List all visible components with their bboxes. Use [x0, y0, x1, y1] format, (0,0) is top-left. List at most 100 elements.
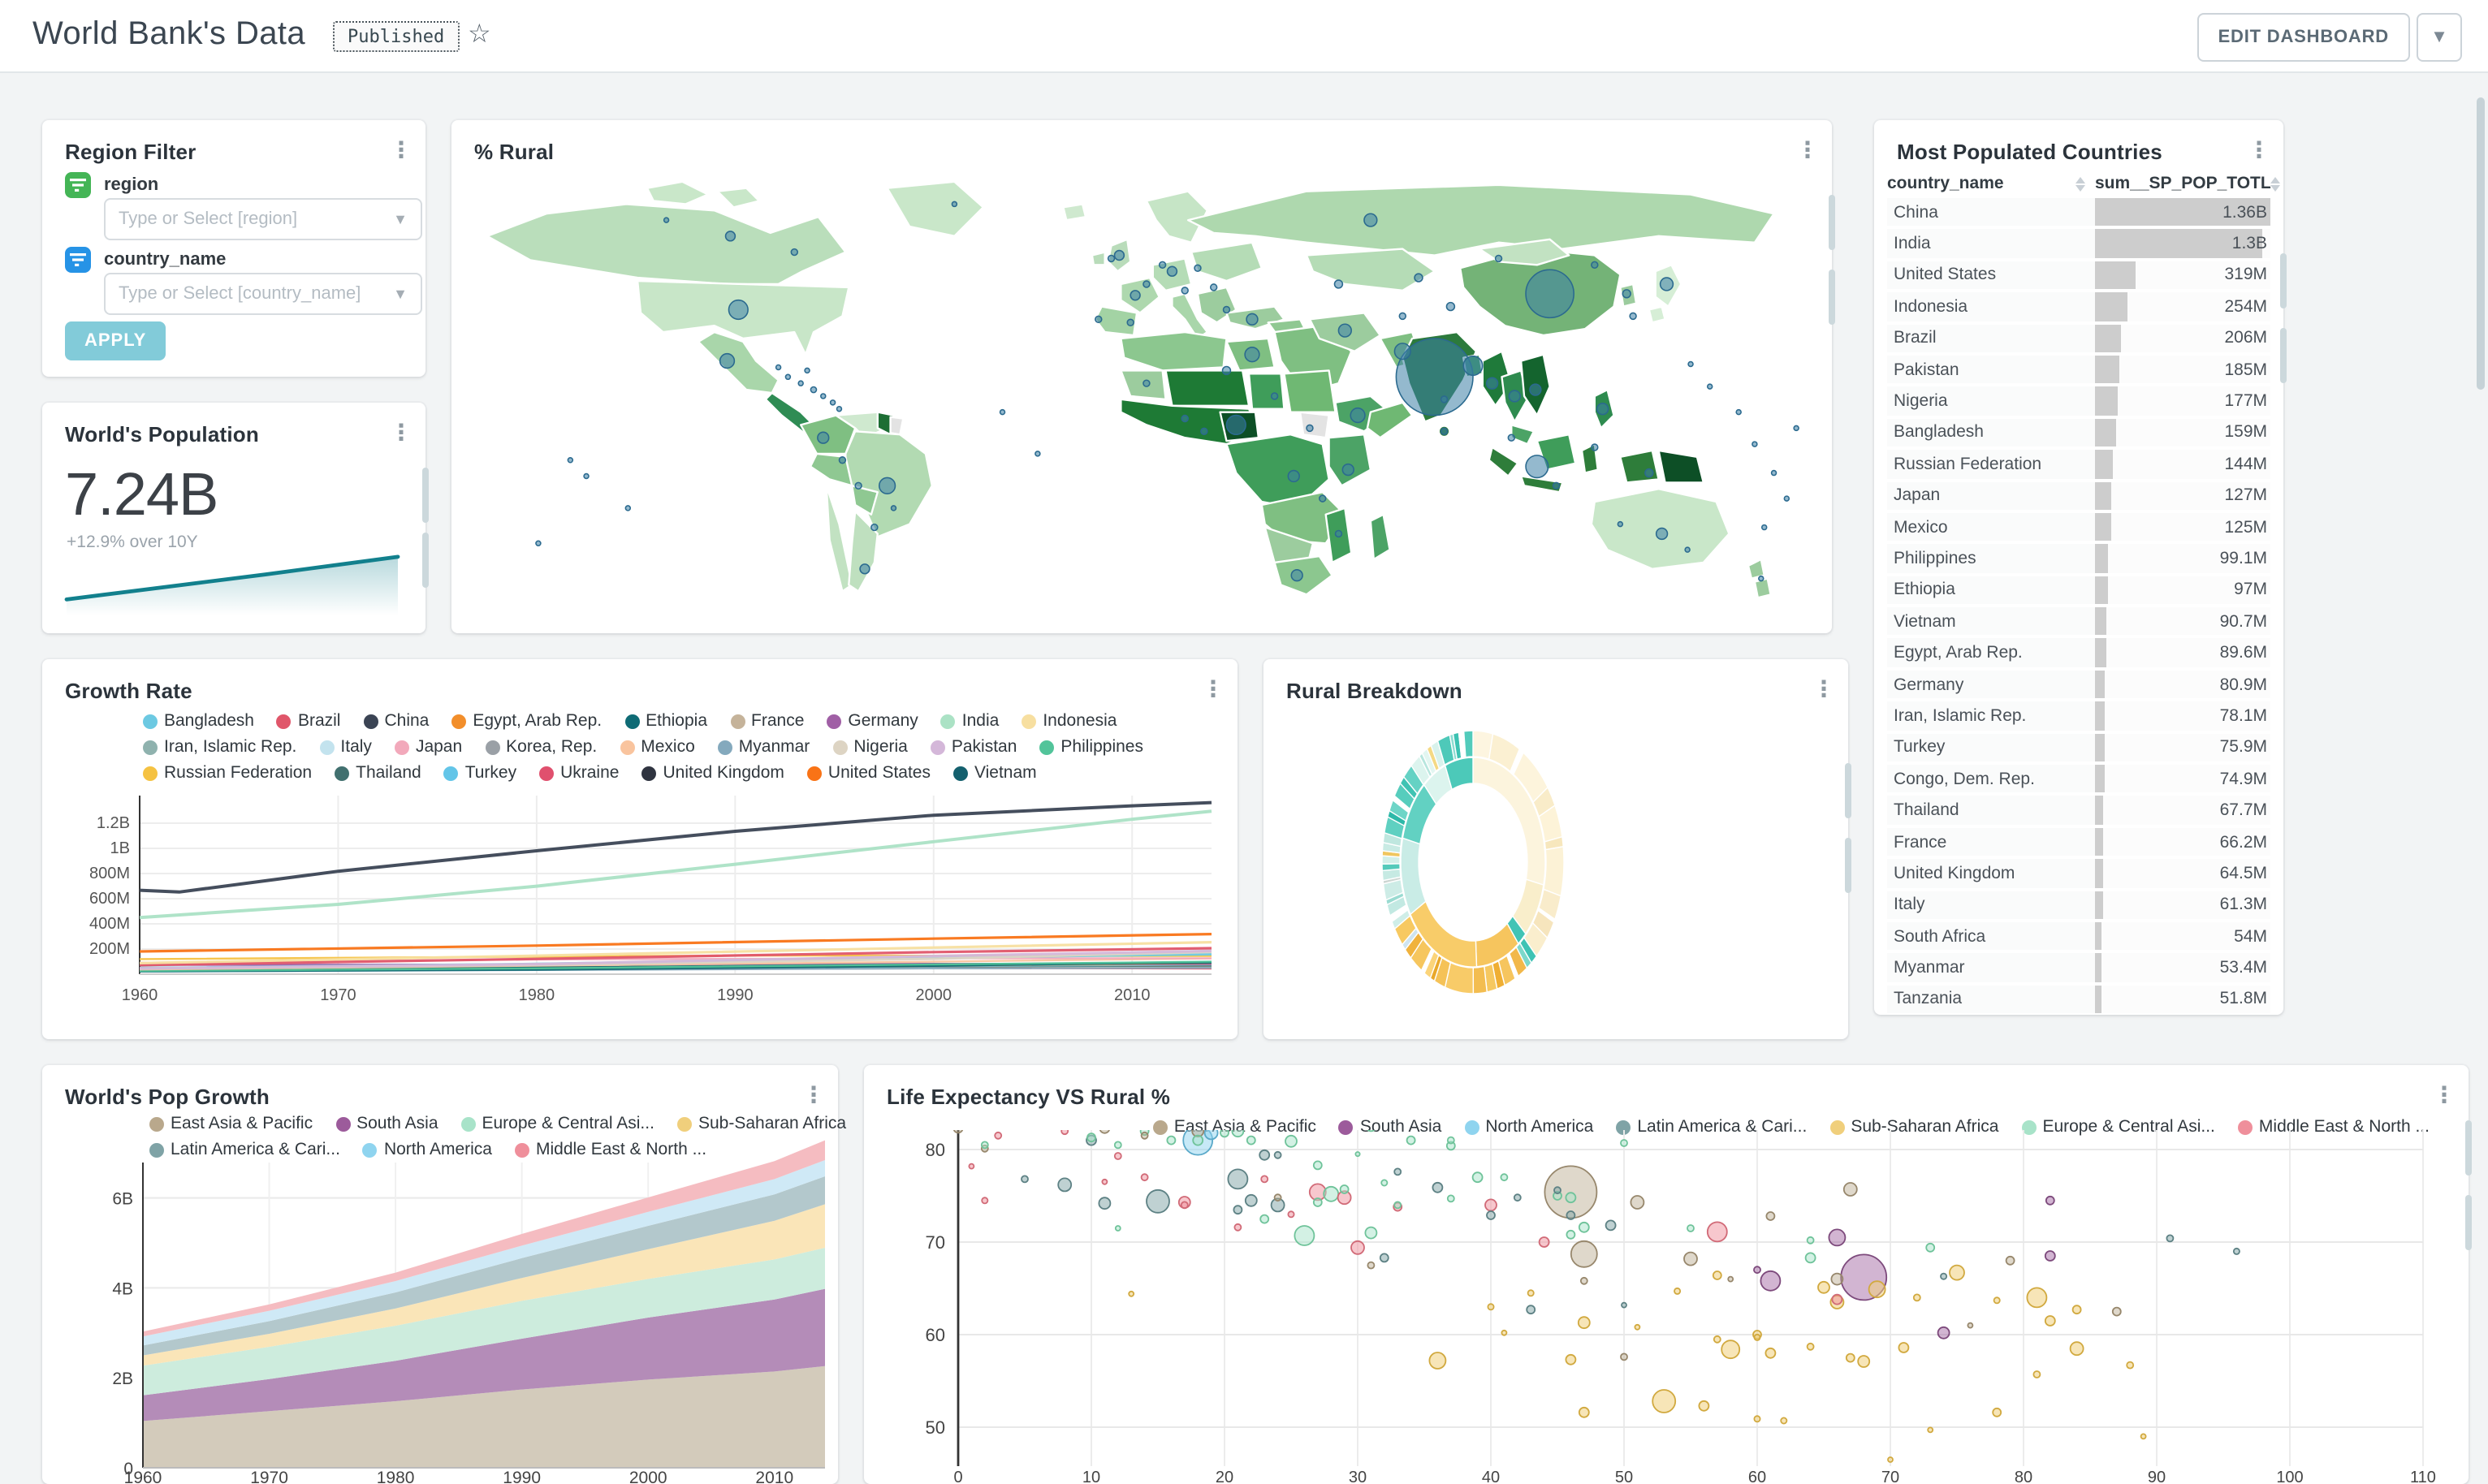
legend-item[interactable]: South Asia — [1338, 1117, 1441, 1137]
legend-item[interactable]: Japan — [394, 737, 462, 757]
published-badge[interactable]: Published — [333, 21, 460, 52]
table-row: Philippines 99.1M — [1887, 544, 2270, 573]
legend-item[interactable]: Latin America & Cari... — [149, 1140, 340, 1159]
table-row: Brazil 206M — [1887, 324, 2270, 352]
legend-item[interactable]: Middle East & North ... — [2237, 1117, 2430, 1137]
legend-item[interactable]: Europe & Central Asi... — [2021, 1117, 2215, 1137]
legend-item[interactable]: Middle East & North ... — [515, 1140, 706, 1159]
column-header-population[interactable]: sum__SP_POP_TOTL — [2095, 169, 2281, 198]
favorite-star-icon[interactable]: ☆ — [468, 21, 491, 49]
resize-handle[interactable] — [1829, 195, 1835, 250]
table-row: Egypt, Arab Rep. 89.6M — [1887, 638, 2270, 667]
kebab-menu-icon[interactable]: ⋮ — [2433, 1081, 2456, 1107]
legend-item[interactable]: Europe & Central Asi... — [460, 1114, 654, 1133]
legend-item[interactable]: India — [940, 711, 999, 731]
legend-item[interactable]: Russian Federation — [143, 763, 312, 783]
svg-text:60: 60 — [1748, 1469, 1766, 1484]
sort-icon[interactable] — [2075, 176, 2085, 191]
legend-item[interactable]: Ukraine — [539, 763, 619, 783]
legend-item[interactable]: Thailand — [335, 763, 421, 783]
svg-text:800M: 800M — [89, 865, 130, 882]
population-sparkline-chart[interactable] — [60, 541, 408, 623]
legend-item[interactable]: Bangladesh — [143, 711, 254, 731]
panel-rural-breakdown: Rural Breakdown ⋮ — [1263, 659, 1851, 1039]
filter-icon — [65, 172, 91, 198]
life-expectancy-scatter-chart[interactable]: 50 60 70 80 0 10 20 30 40 50 60 70 80 90 100 110 — [877, 1130, 2456, 1484]
table-row: Russian Federation 144M — [1887, 450, 2270, 479]
resize-handle[interactable] — [2280, 328, 2287, 383]
resize-handle[interactable] — [422, 468, 429, 523]
header-menu-caret-button[interactable]: ▼ — [2417, 13, 2462, 62]
legend-item[interactable]: Turkey — [443, 763, 516, 783]
kebab-menu-icon[interactable]: ⋮ — [1796, 136, 1819, 162]
legend-item[interactable]: East Asia & Pacific — [149, 1114, 313, 1133]
svg-text:1.2B: 1.2B — [97, 814, 130, 832]
resize-handle[interactable] — [2280, 253, 2287, 308]
growth-rate-line-chart[interactable]: 200M 400M 600M 800M 1B 1.2B 1960 1970 1980 1990 20… — [58, 786, 1221, 1033]
table-row: Italy 61.3M — [1887, 891, 2270, 919]
legend-item[interactable]: Indonesia — [1022, 711, 1117, 731]
legend-item[interactable]: France — [730, 711, 804, 731]
legend-item[interactable]: United States — [806, 763, 931, 783]
svg-text:20: 20 — [1216, 1469, 1233, 1484]
world-choropleth-map[interactable] — [474, 172, 1809, 617]
panel-title: Life Expectancy VS Rural % — [887, 1085, 1171, 1109]
panel-title: Most Populated Countries — [1897, 140, 2162, 164]
svg-text:400M: 400M — [89, 915, 130, 933]
table-row: India 1.3B — [1887, 229, 2270, 258]
legend-item[interactable]: Iran, Islamic Rep. — [143, 737, 296, 757]
region-select[interactable]: Type or Select [region] ▼ — [104, 198, 422, 240]
column-header-country-name[interactable]: country_name — [1887, 169, 2095, 198]
legend-item[interactable]: China — [363, 711, 429, 731]
legend-item[interactable]: Brazil — [276, 711, 340, 731]
rural-breakdown-sunburst-chart[interactable] — [1263, 659, 1848, 1039]
legend-item[interactable]: Latin America & Cari... — [1616, 1117, 1807, 1137]
legend-item[interactable]: United Kingdom — [641, 763, 784, 783]
resize-handle[interactable] — [1829, 270, 1835, 325]
legend-item[interactable]: Germany — [827, 711, 918, 731]
resize-handle[interactable] — [2465, 1120, 2472, 1176]
kebab-menu-icon[interactable]: ⋮ — [802, 1081, 825, 1107]
legend-item[interactable]: Nigeria — [832, 737, 908, 757]
kebab-menu-icon[interactable]: ⋮ — [1812, 675, 1835, 701]
table-row: Japan 127M — [1887, 481, 2270, 510]
resize-handle[interactable] — [1845, 763, 1851, 818]
svg-text:50: 50 — [1615, 1469, 1633, 1484]
scatter-legend: East Asia & Pacific South Asia North Ameri… — [1152, 1117, 2430, 1143]
sort-icon[interactable] — [2270, 176, 2281, 191]
kebab-menu-icon[interactable]: ⋮ — [390, 419, 413, 445]
legend-item[interactable]: Myanmar — [717, 737, 810, 757]
svg-text:2010: 2010 — [1114, 986, 1151, 1004]
svg-text:80: 80 — [926, 1140, 945, 1160]
kebab-menu-icon[interactable]: ⋮ — [1202, 675, 1225, 701]
kebab-menu-icon[interactable]: ⋮ — [390, 136, 413, 162]
resize-handle[interactable] — [2465, 1195, 2472, 1250]
svg-text:1970: 1970 — [250, 1469, 288, 1484]
resize-handle[interactable] — [422, 533, 429, 588]
svg-text:1980: 1980 — [377, 1469, 415, 1484]
page-scrollbar-thumb[interactable] — [2477, 97, 2485, 390]
country-select[interactable]: Type or Select [country_name] ▼ — [104, 273, 422, 315]
apply-button[interactable]: APPLY — [65, 321, 166, 360]
legend-item[interactable]: Philippines — [1039, 737, 1143, 757]
legend-item[interactable]: Mexico — [620, 737, 695, 757]
edit-dashboard-button[interactable]: EDIT DASHBOARD — [2196, 13, 2410, 62]
legend-item[interactable]: Sub-Saharan Africa — [1829, 1117, 1998, 1137]
legend-item[interactable]: North America — [362, 1140, 492, 1159]
kebab-menu-icon[interactable]: ⋮ — [2248, 136, 2270, 162]
legend-item[interactable]: South Asia — [335, 1114, 438, 1133]
legend-item[interactable]: Pakistan — [930, 737, 1017, 757]
legend-item[interactable]: Vietnam — [953, 763, 1037, 783]
svg-text:6B: 6B — [112, 1190, 133, 1209]
legend-item[interactable]: Egypt, Arab Rep. — [451, 711, 602, 731]
resize-handle[interactable] — [1845, 838, 1851, 893]
growth-rate-legend: Bangladesh Brazil China Egypt, Arab Rep. Eth… — [143, 711, 1205, 789]
legend-item[interactable]: Italy — [319, 737, 372, 757]
svg-text:40: 40 — [1482, 1469, 1500, 1484]
legend-item[interactable]: Korea, Rep. — [485, 737, 597, 757]
legend-item[interactable]: North America — [1464, 1117, 1593, 1137]
svg-text:70: 70 — [1881, 1469, 1899, 1484]
pop-growth-stacked-area-chart[interactable]: 0 2B 4B 6B 1960 1970 1980 1990 2000 2010 — [49, 1130, 831, 1484]
legend-item[interactable]: Ethiopia — [624, 711, 707, 731]
legend-item[interactable]: Sub-Saharan Africa — [676, 1114, 846, 1133]
